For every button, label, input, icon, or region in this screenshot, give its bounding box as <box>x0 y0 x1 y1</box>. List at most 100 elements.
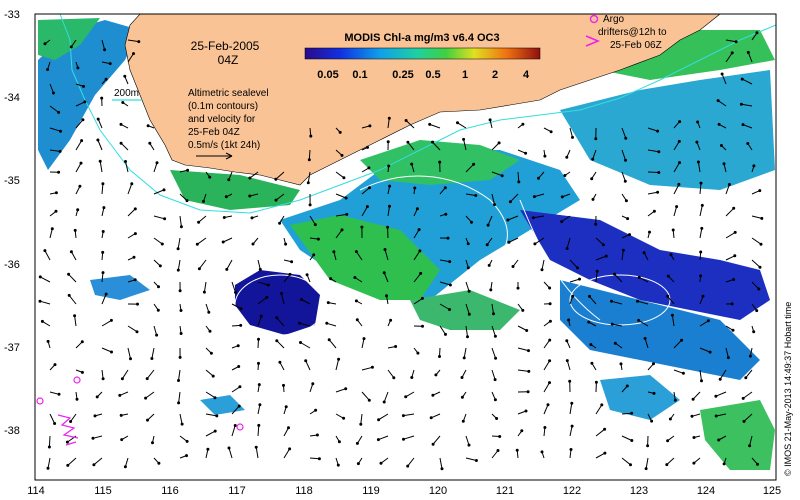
velocity-arrow-32 <box>387 116 391 129</box>
velocity-arrow-454 <box>569 448 573 459</box>
legend-line-1: Altimetric sealevel <box>188 88 269 99</box>
velocity-arrow-253 <box>439 303 451 311</box>
legend-line-2: (0.1m contours) <box>188 101 258 112</box>
velocity-arrow-42 <box>647 127 660 133</box>
velocity-arrow-115 <box>491 193 496 207</box>
velocity-arrow-181 <box>751 237 763 246</box>
velocity-arrow-262 <box>666 294 675 305</box>
velocity-arrow-242 <box>153 303 160 312</box>
velocity-arrow-461 <box>751 457 759 466</box>
date-line-2: 04Z <box>218 53 239 67</box>
velocity-arrow-25 <box>75 118 85 129</box>
velocity-arrow-405 <box>742 413 753 423</box>
velocity-arrow-145 <box>531 215 545 220</box>
velocity-arrow-456 <box>621 457 632 467</box>
velocity-arrow-168 <box>413 228 421 239</box>
velocity-arrow-119 <box>591 193 597 201</box>
velocity-arrow-96 <box>722 162 727 173</box>
velocity-arrow-265 <box>751 303 759 313</box>
velocity-arrow-224 <box>413 271 423 283</box>
argo-legend: Argo drifters@12h to 25-Feb 06Z <box>585 14 667 51</box>
argo-drifter-1 <box>36 397 44 405</box>
velocity-arrow-52 <box>307 149 311 162</box>
argo-line-3: 25-Feb 06Z <box>610 40 662 51</box>
velocity-arrow-141 <box>439 212 448 217</box>
velocity-arrow-137 <box>335 212 349 217</box>
velocity-arrow-309 <box>438 347 441 358</box>
velocity-arrow-418 <box>355 435 363 445</box>
velocity-arrow-413 <box>231 424 237 437</box>
velocity-arrow-243 <box>179 303 183 312</box>
velocity-arrow-419 <box>376 435 389 442</box>
velocity-arrow-236 <box>725 278 736 283</box>
chl-patch-east-blue <box>520 210 770 320</box>
velocity-arrow-68 <box>719 144 727 151</box>
velocity-arrow-332 <box>304 359 311 371</box>
velocity-arrows <box>38 31 764 471</box>
lon-tick-5: 118 <box>295 485 313 497</box>
velocity-arrow-335 <box>387 369 396 380</box>
velocity-arrow-306 <box>361 337 366 349</box>
velocity-arrow-123 <box>699 181 703 195</box>
velocity-arrow-410 <box>151 435 155 445</box>
velocity-arrow-345 <box>647 362 655 371</box>
velocity-arrow-155 <box>73 228 77 239</box>
velocity-arrow-34 <box>428 122 441 129</box>
velocity-arrow-412 <box>205 429 217 437</box>
velocity-arrow-312 <box>517 347 530 353</box>
velocity-arrow-369 <box>543 381 551 393</box>
velocity-arrow-14 <box>101 77 108 85</box>
velocity-arrow-436 <box>92 457 103 467</box>
velocity-arrow-136 <box>309 215 317 227</box>
velocity-arrow-98 <box>49 191 58 195</box>
velocity-arrow-261 <box>636 299 649 305</box>
velocity-arrow-323 <box>75 369 84 374</box>
velocity-arrow-347 <box>699 369 703 383</box>
velocity-arrow-271 <box>179 325 183 335</box>
velocity-arrow-257 <box>543 302 552 306</box>
velocity-arrow-285 <box>543 319 552 327</box>
velocity-arrow-380 <box>93 413 103 418</box>
velocity-arrow-337 <box>434 369 441 377</box>
velocity-arrow-267 <box>73 314 77 327</box>
velocity-arrow-142 <box>465 215 473 224</box>
velocity-arrow-252 <box>413 296 424 305</box>
velocity-arrow-431 <box>692 435 701 439</box>
velocity-arrow-329 <box>231 365 241 371</box>
velocity-arrow-99 <box>75 184 82 195</box>
velocity-arrow-7 <box>75 61 80 70</box>
velocity-arrow-273 <box>231 323 243 327</box>
velocity-arrow-80 <box>306 171 311 185</box>
velocity-arrow-382 <box>146 413 155 422</box>
velocity-arrow-296 <box>101 347 113 354</box>
velocity-arrow-223 <box>382 271 389 283</box>
velocity-arrow-360 <box>309 382 315 393</box>
velocity-arrow-336 <box>410 369 415 379</box>
velocity-arrow-366 <box>460 391 467 399</box>
lon-tick-8: 121 <box>496 485 514 497</box>
velocity-arrow-30 <box>335 127 342 134</box>
velocity-arrow-221 <box>329 277 337 283</box>
velocity-arrow-71 <box>75 161 83 173</box>
velocity-arrow-395 <box>491 413 499 420</box>
velocity-arrow-340 <box>517 369 531 373</box>
velocity-arrow-311 <box>491 347 498 360</box>
velocity-arrow-49 <box>96 138 103 151</box>
velocity-arrow-280 <box>413 324 424 328</box>
velocity-arrow-226 <box>465 281 471 293</box>
velocity-arrow-451 <box>491 449 500 459</box>
velocity-arrow-381 <box>119 413 129 417</box>
velocity-arrow-205 <box>642 251 649 261</box>
velocity-arrow-428 <box>621 435 634 442</box>
velocity-arrow-299 <box>178 347 182 359</box>
velocity-arrow-222 <box>353 276 363 283</box>
velocity-arrow-333 <box>335 357 341 371</box>
velocity-arrow-48 <box>75 139 84 151</box>
velocity-arrow-434 <box>46 457 51 470</box>
velocity-arrow-313 <box>543 338 552 349</box>
velocity-arrow-444 <box>309 457 321 461</box>
velocity-arrow-317 <box>643 337 649 349</box>
velocity-arrow-274 <box>257 314 263 327</box>
velocity-legend: Altimetric sealevel (0.1m contours) and … <box>188 88 269 160</box>
velocity-arrow-10 <box>725 51 734 63</box>
